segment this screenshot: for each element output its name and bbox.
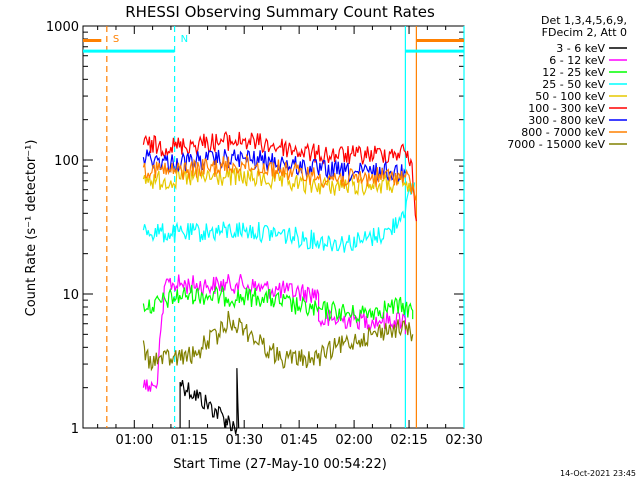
x-tick-label: 01:30: [225, 433, 262, 448]
series-line-0: [179, 368, 240, 435]
series-line-8: [142, 310, 414, 372]
x-axis-ticks: 01:00 01:15 01:30 01:45 02:00 02:15 02:30: [97, 26, 483, 448]
x-tick-label: 02:00: [335, 433, 372, 448]
series-line-2: [142, 284, 414, 324]
series-line-1: [142, 274, 406, 392]
legend-label: 100 - 300 keV: [528, 102, 605, 115]
footer-timestamp: 14-Oct-2021 23:45: [560, 469, 636, 478]
y-tick-label: 1000: [46, 20, 79, 35]
y-tick-label: 10: [62, 288, 79, 303]
legend-label: 50 - 100 keV: [535, 90, 605, 103]
legend-header-line: FDecim 2, Att 0: [542, 26, 627, 39]
y-axis-label: Count Rate (s⁻¹ detector⁻¹): [24, 140, 39, 317]
series-line-7: [142, 153, 417, 201]
legend-header-line: Det 1,3,4,5,6,9,: [541, 14, 627, 27]
x-tick-label: 01:00: [116, 433, 153, 448]
y-axis-ticks: 1 10 100 1000: [46, 20, 464, 437]
state-annotation: N: [181, 34, 188, 45]
y-tick-label: 100: [54, 154, 79, 169]
series-lines: [142, 130, 417, 435]
legend-label: 12 - 25 keV: [542, 66, 605, 79]
legend: Det 1,3,4,5,6,9,FDecim 2, Att 0 3 - 6 keV…: [507, 14, 627, 151]
y-tick-label: 1: [71, 422, 79, 437]
series-line-3: [142, 182, 416, 253]
chart-title: RHESSI Observing Summary Count Rates: [125, 3, 435, 21]
legend-label: 300 - 800 keV: [528, 114, 605, 127]
x-tick-label: 02:30: [445, 433, 482, 448]
state-annotation: S: [113, 34, 119, 45]
legend-label: 25 - 50 keV: [542, 78, 605, 91]
x-tick-label: 01:15: [171, 433, 208, 448]
legend-label: 6 - 12 keV: [549, 54, 605, 67]
x-axis-label: Start Time (27-May-10 00:54:22): [173, 457, 387, 472]
legend-label: 800 - 7000 keV: [521, 126, 605, 139]
x-tick-label: 02:15: [390, 433, 427, 448]
legend-label: 3 - 6 keV: [556, 42, 605, 55]
x-tick-label: 01:45: [280, 433, 317, 448]
legend-label: 7000 - 15000 keV: [507, 138, 605, 151]
